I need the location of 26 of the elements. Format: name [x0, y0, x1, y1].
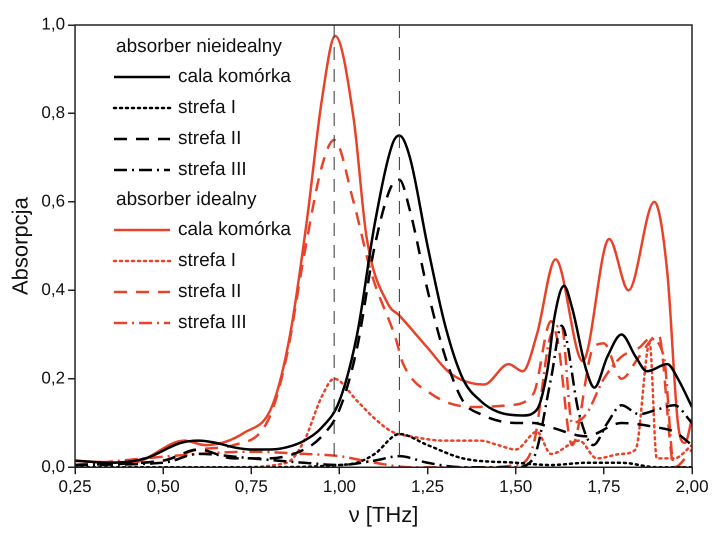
legend-label: strefa I [178, 96, 236, 118]
y-tick-label: 0,4 [41, 280, 66, 300]
x-axis-title: ν [THz] [348, 502, 418, 527]
legend-label: strefa I [178, 250, 236, 272]
y-tick-label: 0,2 [41, 368, 66, 388]
x-tick-label: 1,50 [499, 477, 532, 496]
legend-label: strefa II [178, 128, 242, 150]
y-axis-title: Absorpcja [7, 196, 32, 296]
annotation: absorber idealny [115, 188, 258, 212]
x-tick-label: 1,00 [322, 477, 356, 496]
x-tick-label: 0,50 [146, 477, 180, 496]
x-tick-label: 2,00 [675, 477, 709, 496]
annotation: absorber nieidealny [115, 35, 283, 59]
legend-label: strefa III [178, 158, 247, 180]
legend-label: cala komórka [178, 66, 291, 88]
x-tick-label: 1,25 [411, 477, 444, 496]
y-tick-label: 0,0 [41, 456, 66, 476]
y-tick-label: 0,8 [41, 103, 66, 122]
x-tick-label: 0,75 [234, 477, 268, 496]
legend-label: strefa II [178, 280, 242, 302]
x-tick-label: 0,25 [58, 477, 92, 496]
legend-label: strefa III [178, 312, 247, 334]
y-tick-label: 0,6 [41, 192, 66, 211]
x-tick-label: 1,75 [587, 477, 620, 496]
y-tick-label: 1,0 [41, 14, 66, 34]
legend-label: cala komórka [178, 218, 291, 240]
